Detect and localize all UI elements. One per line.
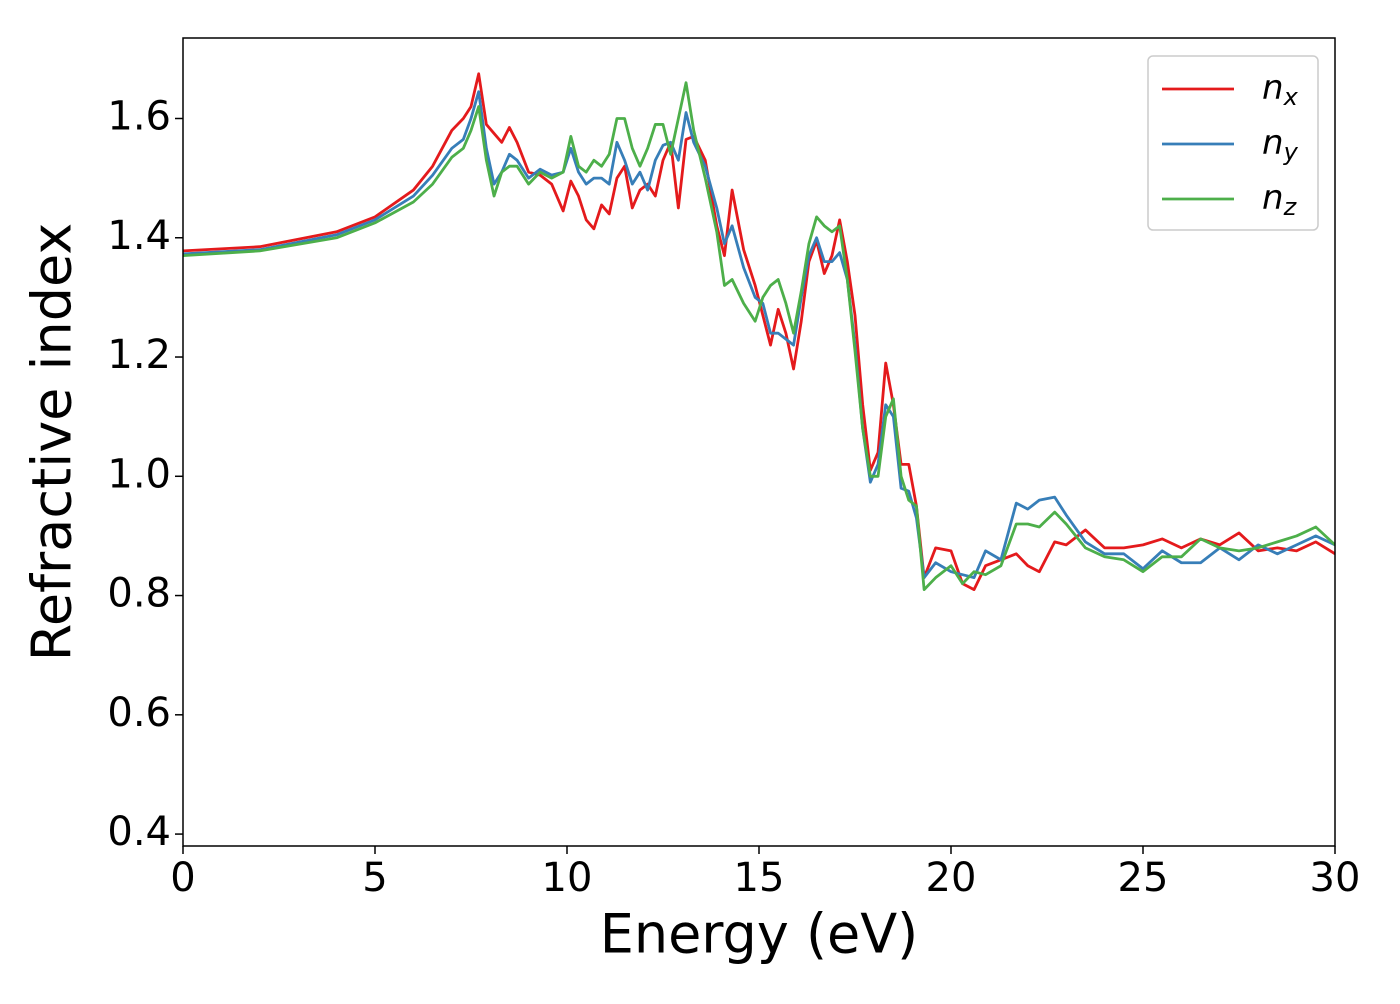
y-axis-label: Refractive index [21, 223, 84, 662]
x-tick-label: 20 [926, 855, 977, 901]
x-tick-label: 10 [542, 855, 593, 901]
x-tick-label: 5 [362, 855, 387, 901]
line-series [183, 72, 1335, 591]
plot-frame [182, 37, 1336, 847]
y-tick-label: 0.8 [107, 571, 171, 617]
y-tick-label: 0.4 [107, 809, 171, 855]
x-tick-label: 0 [170, 855, 195, 901]
y-tick-label: 1.6 [107, 94, 171, 140]
line-series [183, 90, 1335, 580]
x-tick-label: 15 [734, 855, 785, 901]
x-tick-label: 25 [1118, 855, 1169, 901]
legend-label: nz [1262, 178, 1298, 222]
y-tick-label: 1.4 [107, 213, 171, 259]
legend-label: nx [1262, 68, 1299, 112]
y-tick-label: 1.2 [107, 332, 171, 378]
legend-label: ny [1262, 123, 1299, 167]
x-tick-label: 30 [1310, 855, 1361, 901]
y-tick-label: 0.6 [107, 690, 171, 736]
y-tick-label: 1.0 [107, 451, 171, 497]
line-series [183, 81, 1335, 591]
x-axis-label: Energy (eV) [600, 903, 919, 966]
